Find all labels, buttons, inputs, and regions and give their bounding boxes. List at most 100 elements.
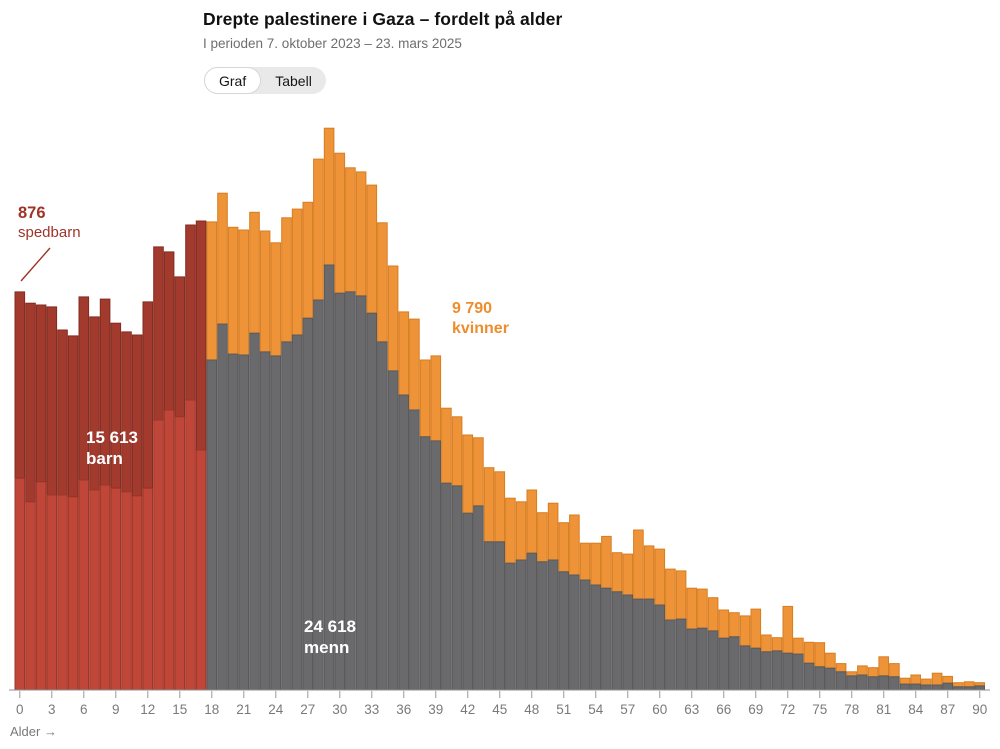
bar-kvinner-age-67[interactable] (729, 612, 740, 638)
bar-kvinner-age-70[interactable] (761, 634, 772, 653)
bar-kvinner-age-88[interactable] (953, 682, 964, 688)
bar-kvinner-age-21[interactable] (238, 229, 250, 356)
bar-barn-lys-age-7[interactable] (89, 489, 100, 691)
bar-kvinner-age-25[interactable] (281, 217, 292, 343)
bar-kvinner-age-72[interactable] (782, 605, 794, 654)
bar-menn-age-35[interactable] (387, 370, 399, 691)
bar-menn-age-84[interactable] (910, 683, 922, 691)
bar-menn-age-37[interactable] (409, 409, 420, 691)
bar-menn-age-19[interactable] (217, 323, 228, 691)
bar-barn-lys-age-1[interactable] (25, 501, 36, 691)
bar-menn-age-83[interactable] (899, 683, 911, 691)
bar-barn-age-5[interactable] (67, 335, 79, 498)
bar-kvinner-age-50[interactable] (547, 502, 559, 561)
bar-kvinner-age-85[interactable] (921, 678, 932, 686)
bar-menn-age-74[interactable] (803, 662, 815, 691)
bar-menn-age-56[interactable] (611, 591, 623, 691)
bar-barn-lys-age-14[interactable] (163, 409, 175, 691)
tab-tabell[interactable]: Tabell (261, 67, 326, 94)
bar-menn-age-18[interactable] (206, 359, 218, 691)
bar-barn-lys-age-15[interactable] (174, 416, 186, 691)
bar-menn-age-64[interactable] (697, 627, 708, 691)
bar-menn-age-90[interactable] (974, 685, 986, 691)
bar-menn-age-38[interactable] (419, 436, 431, 691)
bar-kvinner-age-76[interactable] (825, 652, 836, 669)
bar-menn-age-41[interactable] (451, 485, 463, 691)
bar-menn-age-42[interactable] (462, 512, 474, 691)
bar-menn-age-46[interactable] (505, 562, 516, 691)
bar-kvinner-age-56[interactable] (611, 552, 623, 593)
bar-kvinner-age-81[interactable] (878, 656, 890, 677)
bar-menn-age-60[interactable] (654, 604, 666, 691)
bar-menn-age-80[interactable] (867, 676, 879, 691)
bar-menn-age-24[interactable] (270, 355, 282, 691)
bar-kvinner-age-33[interactable] (366, 184, 378, 314)
bar-kvinner-age-75[interactable] (814, 642, 826, 668)
bar-kvinner-age-47[interactable] (515, 501, 527, 561)
bar-kvinner-age-38[interactable] (419, 359, 431, 438)
bar-menn-age-69[interactable] (750, 647, 762, 691)
bar-kvinner-age-31[interactable] (345, 167, 356, 293)
bar-menn-age-71[interactable] (771, 650, 783, 691)
tab-graf[interactable]: Graf (204, 67, 262, 94)
bar-menn-age-65[interactable] (707, 630, 719, 691)
bar-menn-age-22[interactable] (249, 332, 260, 691)
bar-menn-age-78[interactable] (846, 675, 858, 691)
bar-barn-lys-age-8[interactable] (99, 484, 111, 691)
bar-kvinner-age-32[interactable] (355, 171, 367, 297)
bar-menn-age-73[interactable] (793, 653, 804, 691)
bar-menn-age-51[interactable] (558, 571, 570, 691)
bar-kvinner-age-83[interactable] (899, 677, 911, 685)
bar-menn-age-47[interactable] (515, 559, 527, 691)
bar-menn-age-58[interactable] (633, 598, 644, 691)
bar-kvinner-age-78[interactable] (846, 671, 858, 677)
bar-kvinner-age-61[interactable] (665, 568, 676, 621)
bar-kvinner-age-18[interactable] (206, 221, 218, 361)
bar-menn-age-34[interactable] (377, 341, 388, 691)
bar-menn-age-52[interactable] (569, 574, 580, 691)
bar-menn-age-36[interactable] (398, 394, 410, 691)
bar-menn-age-77[interactable] (835, 671, 847, 691)
bar-menn-age-63[interactable] (686, 628, 698, 691)
bar-kvinner-age-79[interactable] (857, 665, 868, 676)
bar-kvinner-age-84[interactable] (910, 674, 922, 685)
bar-menn-age-81[interactable] (878, 675, 890, 691)
bar-menn-age-61[interactable] (665, 619, 676, 691)
bar-kvinner-age-23[interactable] (259, 230, 271, 353)
bar-menn-age-26[interactable] (291, 334, 303, 691)
bar-kvinner-age-46[interactable] (505, 497, 516, 564)
bar-menn-age-33[interactable] (366, 312, 378, 691)
bar-barn-age-11[interactable] (131, 334, 143, 497)
bar-menn-age-48[interactable] (526, 552, 538, 691)
bar-kvinner-age-28[interactable] (313, 158, 324, 301)
bar-kvinner-age-42[interactable] (462, 434, 474, 514)
bar-kvinner-age-60[interactable] (654, 548, 666, 606)
bar-kvinner-age-55[interactable] (601, 535, 612, 589)
bar-kvinner-age-68[interactable] (739, 615, 751, 647)
bar-menn-age-54[interactable] (590, 584, 602, 691)
bar-kvinner-age-48[interactable] (526, 489, 538, 554)
bar-kvinner-age-37[interactable] (409, 318, 420, 411)
bar-barn-lys-age-13[interactable] (153, 419, 164, 691)
bar-menn-age-86[interactable] (931, 684, 943, 691)
bar-kvinner-age-20[interactable] (227, 226, 239, 355)
bar-kvinner-age-73[interactable] (793, 637, 804, 655)
bar-kvinner-age-89[interactable] (963, 681, 975, 688)
bar-menn-age-43[interactable] (473, 505, 484, 691)
bar-menn-age-53[interactable] (579, 579, 591, 691)
bar-menn-age-66[interactable] (718, 637, 730, 691)
bar-menn-age-85[interactable] (921, 684, 932, 691)
bar-kvinner-age-58[interactable] (633, 529, 644, 600)
bar-menn-age-32[interactable] (355, 295, 367, 691)
bar-barn-lys-age-5[interactable] (67, 496, 79, 691)
bar-kvinner-age-36[interactable] (398, 311, 410, 396)
bar-kvinner-age-66[interactable] (718, 609, 730, 639)
bar-barn-lys-age-3[interactable] (46, 494, 58, 691)
bar-kvinner-age-22[interactable] (249, 211, 260, 334)
bar-kvinner-age-74[interactable] (803, 641, 815, 664)
bar-kvinner-age-41[interactable] (451, 416, 463, 487)
bar-barn-age-1[interactable] (25, 302, 36, 503)
bar-kvinner-age-30[interactable] (334, 152, 346, 294)
bar-barn-age-12[interactable] (142, 301, 154, 489)
bar-menn-age-50[interactable] (547, 559, 559, 691)
